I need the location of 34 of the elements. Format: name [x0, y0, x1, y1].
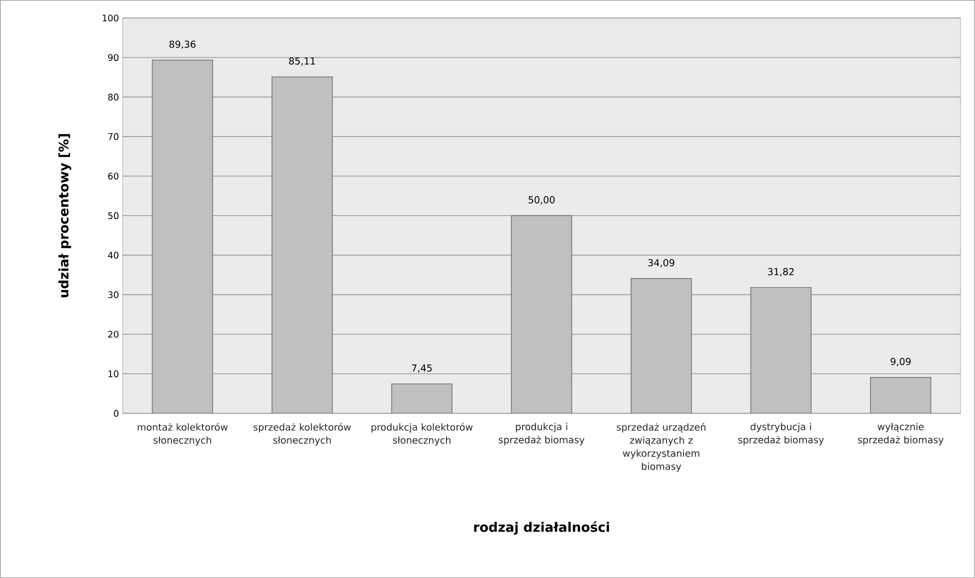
x-tick-label: produkcja i sprzedaż biomasy	[498, 422, 584, 446]
data-label: 7,45	[412, 364, 432, 373]
x-tick-label: dystrybucja i sprzedaż biomasy	[738, 422, 824, 446]
x-tick-label: montaż kolektorów słonecznych	[138, 422, 228, 446]
y-tick-label: 20	[108, 330, 118, 338]
x-tick-label: wyłącznie sprzedaż biomasy	[858, 422, 944, 446]
data-label: 50,00	[528, 196, 555, 204]
data-label: 85,11	[289, 57, 315, 66]
x-tick-label: sprzedaż kolektorów słonecznych	[254, 422, 351, 446]
y-tick-label: 0	[114, 410, 118, 417]
bar	[272, 76, 333, 414]
bar	[870, 376, 932, 414]
y-tick-label: 10	[108, 370, 118, 378]
y-axis-title: udział procentowy [%]	[58, 134, 72, 298]
bar	[391, 383, 452, 414]
bar	[750, 287, 812, 414]
y-tick-label: 30	[108, 291, 118, 298]
data-label: 31,82	[768, 268, 794, 276]
x-tick-label: sprzedaż urządzeń związanych z wykorzystaniem biomasy	[616, 422, 706, 472]
bar	[152, 60, 214, 414]
data-label: 9,09	[890, 358, 911, 366]
x-tick-label: produkcja kolektorów słonecznych	[372, 422, 473, 446]
bar	[510, 215, 572, 414]
data-label: 89,36	[169, 40, 196, 49]
y-tick-label: 50	[108, 212, 118, 219]
y-tick-label: 40	[108, 252, 118, 259]
y-tick-label: 60	[108, 172, 118, 180]
x-axis-title: rodzaj działalności	[474, 521, 609, 535]
data-label: 34,09	[648, 258, 674, 268]
y-tick-label: 100	[102, 14, 118, 22]
y-tick-label: 70	[108, 133, 118, 140]
y-tick-label: 90	[108, 54, 118, 61]
y-tick-label: 80	[108, 94, 118, 100]
bar	[630, 278, 692, 414]
